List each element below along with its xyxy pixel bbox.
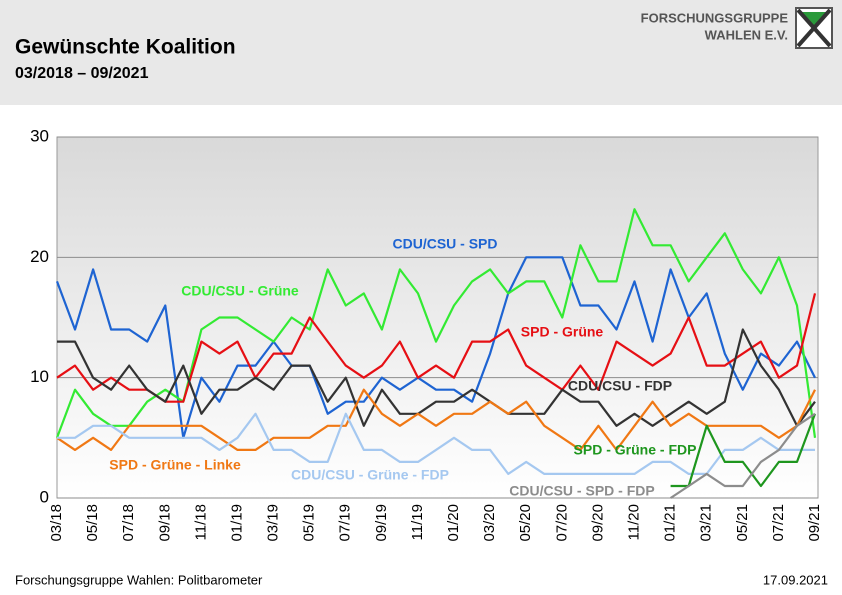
x-tick-label: 03/18: [48, 504, 65, 542]
x-tick-label: 05/19: [301, 504, 318, 542]
series-label: CDU/CSU - Grüne - FDP: [291, 467, 449, 483]
x-tick-label: 01/21: [662, 504, 679, 542]
x-tick-label: 07/19: [337, 504, 354, 542]
series-label: SPD - Grüne - Linke: [109, 457, 241, 473]
series-label: SPD - Grüne - FDP: [574, 442, 697, 458]
source: Forschungsgruppe Wahlen: Politbarometer: [15, 572, 263, 587]
logo-text: WAHLEN E.V.: [705, 27, 788, 42]
x-tick-label: 01/20: [445, 504, 462, 542]
series-label: SPD - Grüne: [521, 324, 604, 340]
x-tick-label: 11/19: [409, 504, 426, 540]
series-line: [56, 293, 817, 403]
y-tick-label: 10: [30, 367, 49, 386]
logo-text: FORSCHUNGSGRUPPE: [641, 10, 789, 25]
x-tick-label: 09/18: [156, 504, 173, 542]
x-tick-label: 03/21: [698, 504, 715, 542]
y-tick-label: 0: [40, 487, 49, 506]
y-tick-label: 30: [30, 126, 49, 145]
x-tick-label: 11/20: [625, 504, 642, 540]
logo: [795, 7, 833, 49]
header-band: [0, 0, 842, 105]
series-line: [669, 412, 816, 499]
x-tick-label: 09/19: [373, 504, 390, 542]
y-tick-label: 20: [30, 247, 49, 266]
x-tick-label: 05/20: [517, 504, 534, 542]
series-line: [57, 328, 816, 427]
x-tick-label: 07/20: [553, 504, 570, 542]
date: 17.09.2021: [763, 572, 828, 587]
x-tick-label: 07/21: [770, 504, 787, 542]
chart-title: Gewünschte Koalition: [15, 36, 236, 59]
x-tick-label: 07/18: [120, 504, 137, 542]
x-tick-label: 05/18: [84, 504, 101, 542]
x-tick-label: 11/18: [192, 504, 209, 540]
x-tick-label: 03/20: [481, 504, 498, 542]
x-tick-label: 05/21: [734, 504, 751, 542]
plot-area: [56, 136, 819, 499]
series-line: [57, 412, 815, 475]
x-tick-label: 03/19: [265, 504, 282, 542]
x-tick-label: 09/20: [589, 504, 606, 542]
x-tick-label: 09/21: [806, 504, 823, 542]
chart-subtitle: 03/2018 – 09/2021: [15, 65, 149, 82]
series-line: [56, 388, 816, 451]
series-label: CDU/CSU - Grüne: [181, 283, 299, 299]
series-label: CDU/CSU - SPD: [392, 236, 497, 252]
series-label: CDU/CSU - FDP: [568, 378, 672, 394]
series-label: CDU/CSU - SPD - FDP: [509, 483, 654, 499]
x-tick-label: 01/19: [228, 504, 245, 542]
series-line: [670, 413, 817, 488]
